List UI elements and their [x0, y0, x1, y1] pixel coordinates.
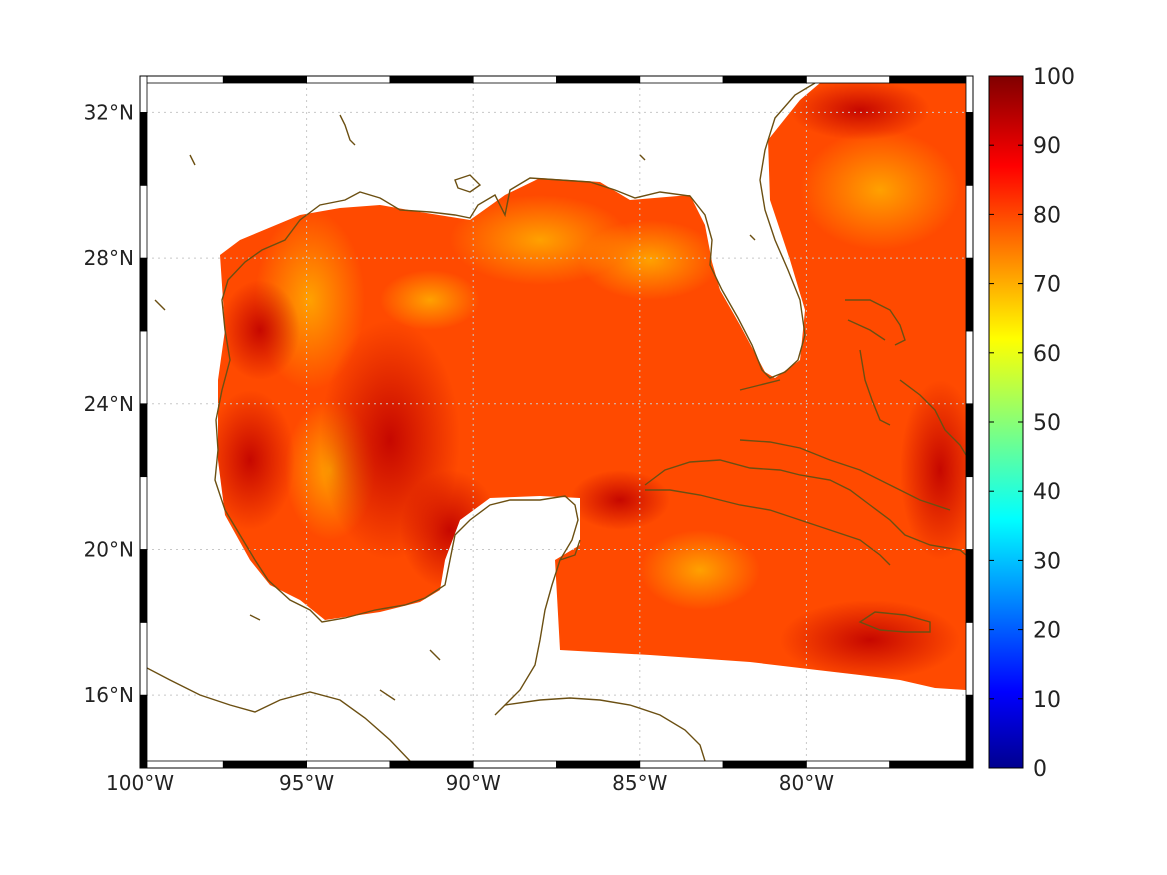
frame-segment-top	[806, 75, 891, 84]
frame-segment-bottom	[306, 760, 391, 769]
frame-segment-right	[965, 257, 974, 332]
latitude-axis: 32°N 28°N 24°N 20°N 16°N	[84, 100, 134, 707]
colorbar-tick-label: 0	[1033, 757, 1047, 782]
colorbar-tick-label: 60	[1033, 342, 1061, 367]
frame-segment-left	[139, 694, 148, 769]
lat-tick-label: 24°N	[84, 392, 134, 416]
lon-tick-label: 100°W	[106, 771, 174, 795]
colorbar-tick-label: 80	[1033, 203, 1061, 228]
frame-segment-bottom	[639, 760, 724, 769]
frame-segment-bottom	[472, 760, 557, 769]
frame-segment-right	[965, 403, 974, 478]
lat-tick-label: 28°N	[84, 246, 134, 270]
frame-segment-right	[965, 75, 974, 113]
colorbar-axis: 0 10 20 30 40 50 60 70 80 90 100	[989, 65, 1075, 782]
frame-segment-top	[556, 75, 641, 84]
frame-segment-bottom	[556, 760, 641, 769]
frame-segment-top	[722, 75, 807, 84]
frame-segment-right	[965, 476, 974, 550]
colorbar-tick-label: 70	[1033, 273, 1061, 298]
longitude-axis: 100°W 95°W 90°W 85°W 80°W	[106, 771, 834, 795]
colorbar	[988, 75, 1024, 769]
frame-segment-left	[139, 330, 148, 405]
lat-tick-label: 32°N	[84, 100, 134, 124]
lon-tick-label: 95°W	[279, 771, 334, 795]
frame-segment-top	[389, 75, 474, 84]
colorbar-tick-label: 20	[1033, 619, 1061, 644]
frame-segment-right	[965, 549, 974, 623]
colorbar-tick-label: 40	[1033, 480, 1061, 505]
frame-segment-right	[965, 330, 974, 405]
colorbar-tick-label: 30	[1033, 549, 1061, 574]
map-frame	[139, 75, 974, 769]
frame-segment-bottom	[389, 760, 474, 769]
frame-segment-top	[306, 75, 391, 84]
frame-segment-left	[139, 112, 148, 186]
data-field	[218, 83, 966, 690]
frame-segment-bottom	[889, 760, 974, 769]
frame-segment-right	[965, 621, 974, 696]
lat-tick-label: 16°N	[84, 683, 134, 707]
coastline	[147, 83, 966, 761]
frame-segment-top	[639, 75, 724, 84]
frame-segment-left	[139, 549, 148, 623]
colorbar-tick-label: 90	[1033, 134, 1061, 159]
frame-segment-top	[139, 75, 224, 84]
frame-segment-bottom	[139, 760, 224, 769]
frame-segment-top	[472, 75, 557, 84]
frame-segment-bottom	[806, 760, 891, 769]
frame-segment-left	[139, 403, 148, 478]
frame-segment-bottom	[222, 760, 308, 769]
frame-segment-left	[139, 621, 148, 696]
lat-tick-label: 20°N	[84, 537, 134, 561]
frame-segment-right	[965, 694, 974, 769]
lon-tick-label: 85°W	[612, 771, 667, 795]
frame-segment-left	[139, 476, 148, 550]
frame-segment-left	[139, 257, 148, 332]
lon-tick-label: 90°W	[446, 771, 501, 795]
frame-segment-right	[965, 184, 974, 259]
map-grid	[147, 83, 966, 761]
colorbar-tick-label: 50	[1033, 411, 1061, 436]
colorbar-tick-label: 10	[1033, 688, 1061, 713]
frame-segment-top	[222, 75, 308, 84]
frame-segment-right	[965, 112, 974, 186]
frame-outline	[139, 75, 974, 769]
lon-tick-label: 80°W	[779, 771, 834, 795]
frame-segment-top	[889, 75, 974, 84]
frame-segment-left	[139, 184, 148, 259]
colorbar-tick-label: 100	[1033, 65, 1075, 90]
frame-segment-bottom	[722, 760, 807, 769]
frame-segment-left	[139, 75, 148, 113]
